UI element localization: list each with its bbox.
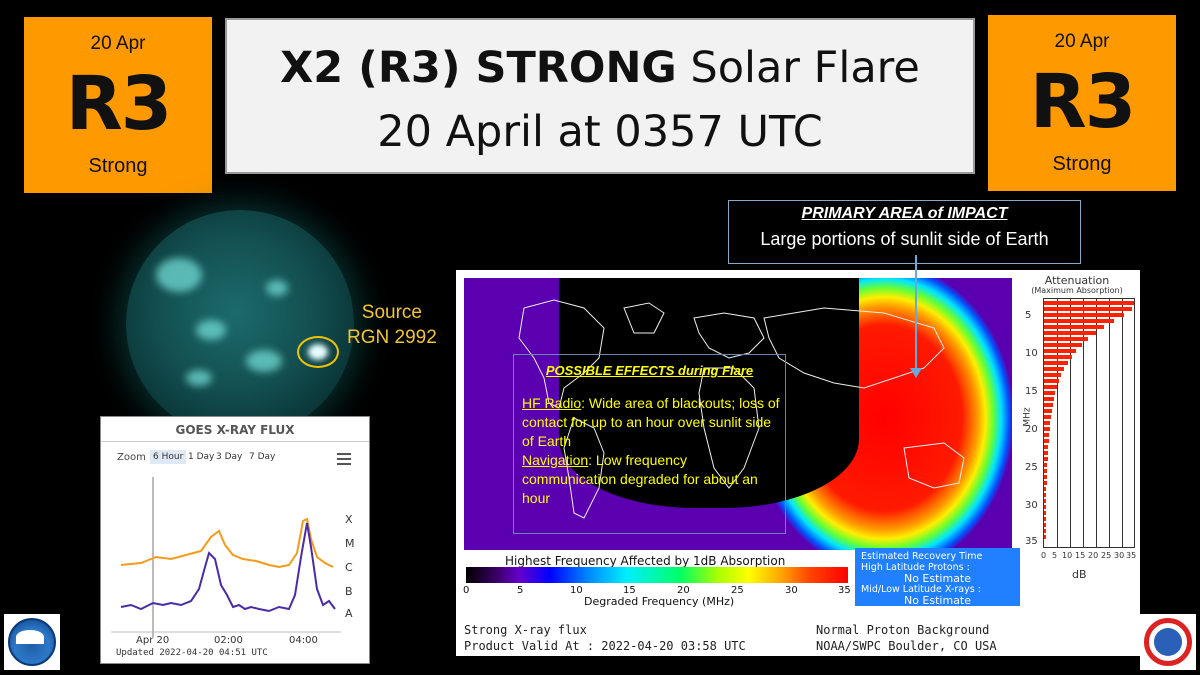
attenuation-plot — [1043, 298, 1135, 548]
colorbar-label: Degraded Frequency (MHz) — [584, 595, 735, 608]
x-tick: 25 — [1101, 551, 1112, 560]
zoom-label: Zoom — [117, 452, 146, 463]
attenuation-x-unit: dB — [1072, 568, 1087, 581]
flux-status: Strong X-ray flux — [464, 623, 587, 637]
x-tick: 20 — [1088, 551, 1099, 560]
flux-level-x: X — [345, 513, 353, 526]
time-tick: 04:00 — [289, 635, 318, 646]
colorbar-title: Highest Frequency Affected by 1dB Absorp… — [505, 554, 786, 568]
issuer: NOAA/SWPC Boulder, CO USA — [816, 639, 997, 653]
source-line-2: RGN 2992 — [347, 327, 437, 348]
xray-flux-plot — [111, 477, 341, 637]
time-tick: 02:00 — [214, 635, 243, 646]
x-tick: 0 — [1041, 551, 1047, 560]
title-line-2: 20 April at 0357 UTC — [377, 107, 823, 157]
product-info-bar: Strong X-ray flux Product Valid At : 202… — [456, 608, 1140, 656]
recovery-time-box: Estimated Recovery Time High Latitude Pr… — [855, 548, 1020, 606]
colorbar-tick: 20 — [677, 585, 690, 596]
colorbar-tick: 35 — [838, 585, 851, 596]
zoom-6-hour-button[interactable]: 6 Hour — [150, 450, 187, 464]
title-line-1: X2 (R3) STRONG Solar Flare — [227, 40, 973, 96]
colorbar-tick: 0 — [463, 585, 470, 596]
hamburger-menu-icon[interactable] — [337, 453, 351, 468]
possible-effects-box: POSSIBLE EFFECTS during Flare HF Radio: … — [513, 354, 786, 534]
colorbar-tick: 10 — [570, 585, 583, 596]
title-rest: Solar Flare — [676, 43, 920, 93]
proton-status: Normal Proton Background — [816, 623, 990, 637]
attenuation-chart: Attenuation (Maximum Absorption) MHz 5 1… — [1016, 272, 1138, 592]
noaa-logo — [4, 614, 60, 670]
badge-scale: R3 — [1029, 59, 1136, 145]
y-tick: 35 — [1025, 536, 1038, 547]
badge-scale: R3 — [65, 61, 172, 147]
colorbar-tick: 15 — [623, 585, 636, 596]
y-tick: 5 — [1025, 310, 1032, 321]
x-tick: 15 — [1075, 551, 1086, 560]
y-tick: 25 — [1025, 462, 1038, 473]
impact-heading: PRIMARY AREA of IMPACT — [801, 205, 1008, 222]
navigation-text: : Low frequency communication degraded f… — [522, 452, 758, 506]
title-bold: X2 (R3) STRONG — [280, 43, 677, 93]
zoom-1-day-button[interactable]: 1 Day — [188, 452, 215, 462]
badge-date: 20 Apr — [1054, 31, 1110, 52]
flux-level-a: A — [345, 607, 353, 620]
frequency-colorbar — [466, 567, 848, 583]
impact-arrowhead — [910, 368, 922, 378]
impact-text: Large portions of sunlit side of Earth — [760, 229, 1049, 249]
updated-timestamp: Updated 2022-04-20 04:51 UTC — [116, 648, 268, 658]
x-tick: 5 — [1052, 551, 1058, 560]
product-valid-time: Product Valid At : 2022-04-20 03:58 UTC — [464, 639, 746, 653]
navigation-label: Navigation — [522, 452, 589, 468]
badge-word: Strong — [1052, 153, 1112, 175]
high-latitude-value: No Estimate — [903, 572, 972, 585]
time-tick: Apr 20 — [136, 635, 170, 646]
flux-level-c: C — [345, 561, 353, 574]
badge-word: Strong — [88, 155, 148, 177]
badge-date: 20 Apr — [90, 33, 146, 54]
source-label: Source RGN 2992 — [347, 300, 437, 350]
drap-product — [456, 270, 1140, 656]
y-tick: 20 — [1025, 424, 1038, 435]
r3-badge-left: 20 Apr R3 Strong — [24, 17, 212, 193]
flare-region-circle — [297, 336, 339, 368]
attenuation-subtitle: (Maximum Absorption) — [1031, 286, 1123, 295]
xray-title: GOES X-RAY FLUX — [175, 423, 295, 437]
zoom-7-day-button[interactable]: 7 Day — [249, 452, 276, 462]
flux-level-m: M — [345, 537, 355, 550]
r3-badge-right: 20 Apr R3 Strong — [988, 15, 1176, 191]
low-latitude-label: Mid/Low Latitude X-rays : — [861, 584, 981, 595]
colorbar-tick: 30 — [785, 585, 798, 596]
primary-impact-box: PRIMARY AREA of IMPACT Large portions of… — [728, 200, 1081, 264]
zoom-3-day-button[interactable]: 3 Day — [216, 452, 243, 462]
colorbar-tick: 25 — [731, 585, 744, 596]
absorption-map — [464, 278, 1012, 550]
effects-heading: POSSIBLE EFFECTS during Flare — [545, 363, 754, 378]
high-latitude-label: High Latitude Protons : — [861, 562, 970, 573]
hf-radio-text: : Wide area of blackouts; loss of contac… — [522, 395, 780, 449]
low-latitude-value: No Estimate — [903, 594, 972, 607]
source-line-1: Source — [361, 302, 422, 323]
colorbar-tick: 5 — [517, 585, 524, 596]
sun-image — [126, 210, 354, 438]
hf-radio-label: HF Radio — [522, 395, 582, 411]
x-tick: 30 — [1114, 551, 1125, 560]
world-outline — [518, 299, 965, 519]
goes-xray-flux-panel: GOES X-RAY FLUX Zoom 6 Hour 1 Day 3 Day … — [100, 416, 370, 664]
y-tick: 10 — [1025, 348, 1038, 359]
nws-logo — [1140, 614, 1196, 670]
x-tick: 35 — [1126, 551, 1137, 560]
y-tick: 15 — [1025, 386, 1038, 397]
impact-arrow — [915, 255, 917, 371]
flux-level-b: B — [345, 585, 353, 598]
recovery-title: Estimated Recovery Time — [861, 551, 983, 562]
title-box: X2 (R3) STRONG Solar Flare 20 April at 0… — [225, 18, 975, 174]
attenuation-title: Attenuation — [1044, 274, 1110, 287]
x-tick: 10 — [1062, 551, 1073, 560]
y-tick: 30 — [1025, 500, 1038, 511]
